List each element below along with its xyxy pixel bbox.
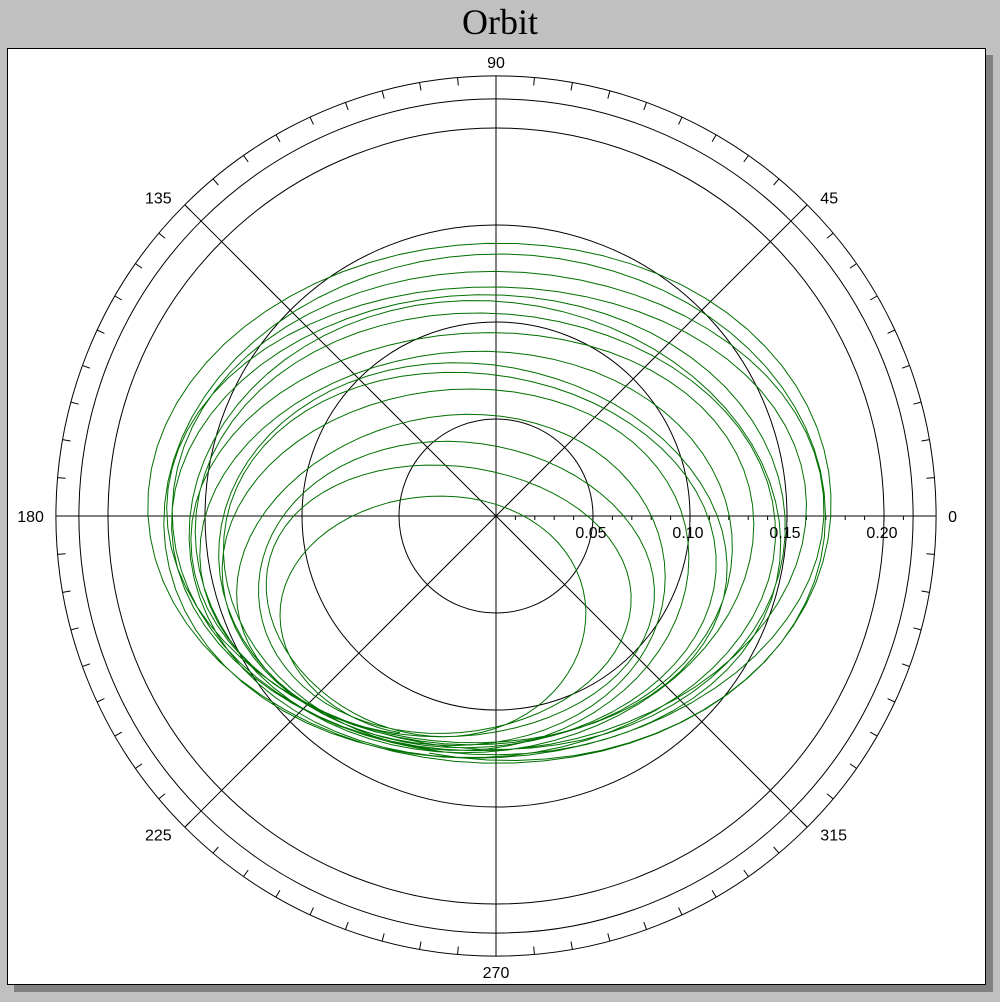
angle-tick bbox=[419, 82, 422, 91]
plot-area: 0.05 0.10 0.15 0.20 0 45 90 135 180 225 270 315 bbox=[7, 48, 986, 985]
polar-grid bbox=[55, 75, 937, 957]
angle-tick bbox=[743, 869, 749, 877]
angle-tick bbox=[773, 178, 780, 186]
angle-tick bbox=[62, 439, 71, 442]
angle-tick bbox=[533, 77, 535, 86]
angle-tick bbox=[849, 763, 857, 769]
angle-tick bbox=[926, 553, 935, 555]
angle-label: 45 bbox=[820, 191, 838, 208]
angle-tick bbox=[913, 401, 922, 405]
angle-tick bbox=[643, 921, 647, 930]
angle-spoke bbox=[495, 515, 808, 828]
angle-tick bbox=[70, 401, 79, 405]
angle-tick bbox=[773, 846, 780, 854]
angle-tick bbox=[62, 590, 71, 593]
angle-tick bbox=[607, 90, 611, 99]
angle-label: 90 bbox=[487, 55, 505, 72]
angle-tick bbox=[901, 663, 910, 667]
angle-tick bbox=[913, 627, 922, 631]
angle-tick bbox=[158, 793, 166, 800]
angle-tick bbox=[96, 698, 105, 703]
angle-tick bbox=[114, 295, 123, 301]
angle-tick bbox=[212, 178, 219, 186]
angle-tick bbox=[457, 77, 459, 86]
angle-tick bbox=[801, 204, 808, 211]
radial-tick-label: 0.15 bbox=[769, 525, 800, 542]
angle-tick bbox=[570, 941, 573, 950]
angle-tick bbox=[345, 102, 349, 111]
angle-tick bbox=[711, 889, 717, 898]
radial-tick-label: 0.10 bbox=[672, 525, 703, 542]
radial-tick-label: 0.20 bbox=[866, 525, 897, 542]
angle-tick bbox=[70, 627, 79, 631]
angle-tick bbox=[678, 116, 683, 125]
angle-tick bbox=[57, 553, 66, 555]
angle-label: 315 bbox=[820, 827, 847, 844]
angle-tick bbox=[926, 477, 935, 479]
chart-title: Orbit bbox=[462, 2, 538, 42]
angle-tick bbox=[158, 232, 166, 239]
orbit-trace bbox=[147, 242, 832, 764]
angle-tick bbox=[826, 232, 834, 239]
orbit-path bbox=[147, 242, 832, 764]
angle-label: 225 bbox=[145, 827, 172, 844]
angle-tick bbox=[114, 731, 123, 737]
angle-tick bbox=[96, 329, 105, 334]
angle-tick bbox=[607, 933, 611, 942]
angle-label: 0 bbox=[948, 509, 957, 526]
angle-tick bbox=[82, 663, 91, 667]
angle-tick bbox=[82, 365, 91, 369]
angle-tick bbox=[135, 263, 143, 269]
angle-tick bbox=[826, 793, 834, 800]
polar-chart: 0.05 0.10 0.15 0.20 0 45 90 135 180 225 270 315 bbox=[17, 55, 957, 982]
angle-tick bbox=[801, 821, 808, 828]
angle-tick bbox=[849, 263, 857, 269]
angle-tick bbox=[243, 155, 249, 163]
angle-tick bbox=[275, 134, 281, 143]
angle-tick bbox=[869, 295, 878, 301]
angle-tick bbox=[887, 329, 896, 334]
angle-tick bbox=[570, 82, 573, 91]
angle-tick bbox=[419, 941, 422, 950]
angle-tick bbox=[921, 439, 930, 442]
angle-label: 135 bbox=[145, 191, 172, 208]
angle-label: 180 bbox=[17, 509, 44, 526]
angle-tick bbox=[345, 921, 349, 930]
angle-tick bbox=[309, 116, 314, 125]
angle-tick bbox=[184, 204, 191, 211]
angle-tick bbox=[743, 155, 749, 163]
angle-tick bbox=[678, 907, 683, 916]
angle-spoke bbox=[184, 515, 497, 828]
angle-tick bbox=[309, 907, 314, 916]
axis-labels: 0.05 0.10 0.15 0.20 0 45 90 135 180 225 270 315 bbox=[17, 55, 957, 982]
angle-tick bbox=[457, 946, 459, 955]
angle-tick bbox=[711, 134, 717, 143]
angle-spoke bbox=[495, 204, 808, 517]
angle-spoke bbox=[184, 204, 497, 517]
angle-label: 270 bbox=[483, 965, 510, 982]
angle-tick bbox=[381, 90, 385, 99]
angle-tick bbox=[887, 698, 896, 703]
angle-tick bbox=[381, 933, 385, 942]
angle-tick bbox=[869, 731, 878, 737]
radial-tick-label: 0.05 bbox=[575, 525, 606, 542]
angle-tick bbox=[212, 846, 219, 854]
angle-tick bbox=[901, 365, 910, 369]
angle-tick bbox=[533, 946, 535, 955]
angle-tick bbox=[135, 763, 143, 769]
angle-tick bbox=[275, 889, 281, 898]
angle-tick bbox=[57, 477, 66, 479]
angle-tick bbox=[643, 102, 647, 111]
angle-tick bbox=[243, 869, 249, 877]
angle-tick bbox=[921, 590, 930, 593]
angle-tick bbox=[184, 821, 191, 828]
